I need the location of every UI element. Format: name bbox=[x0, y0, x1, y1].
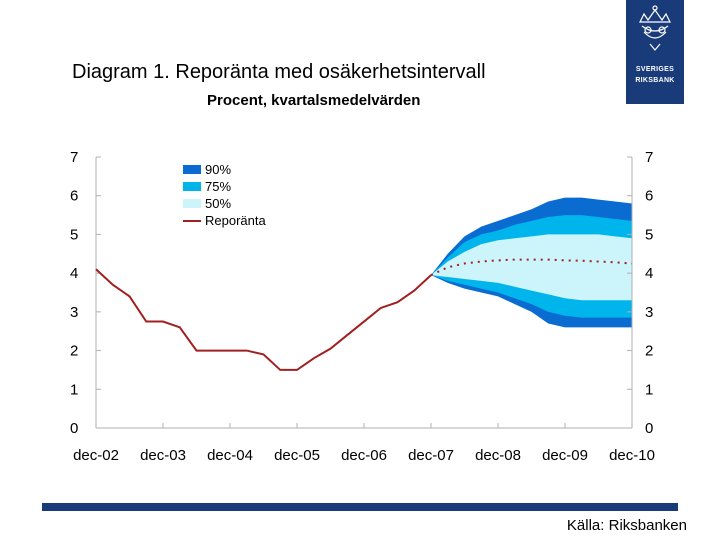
x-tick-label: dec-02 bbox=[73, 447, 119, 464]
y-tick-label-left: 4 bbox=[70, 265, 78, 282]
chart-subtitle: Procent, kvartalsmedelvärden bbox=[207, 92, 421, 109]
x-tick-label: dec-10 bbox=[609, 447, 655, 464]
y-tick-label-left: 3 bbox=[70, 304, 78, 321]
x-tick-label: dec-07 bbox=[408, 447, 454, 464]
y-tick-label-left: 7 bbox=[70, 149, 78, 166]
legend-swatch-75pct bbox=[183, 182, 201, 191]
y-tick-label-left: 5 bbox=[70, 226, 78, 243]
footer-bar bbox=[42, 503, 678, 511]
y-tick-label-right: 1 bbox=[645, 381, 653, 398]
y-tick-label-left: 1 bbox=[70, 381, 78, 398]
y-tick-label-left: 2 bbox=[70, 343, 78, 360]
legend-label: 75% bbox=[205, 179, 231, 194]
y-tick-label-right: 3 bbox=[645, 304, 653, 321]
x-tick-label: dec-09 bbox=[542, 447, 588, 464]
y-tick-label-left: 6 bbox=[70, 188, 78, 205]
chart-title: Diagram 1. Reporänta med osäkerhetsinter… bbox=[72, 61, 486, 83]
x-tick-label: dec-04 bbox=[207, 447, 253, 464]
x-tick-label: dec-05 bbox=[274, 447, 320, 464]
y-tick-label-right: 2 bbox=[645, 343, 653, 360]
logo-line-2: RIKSBANK bbox=[635, 77, 675, 84]
x-tick-label: dec-03 bbox=[140, 447, 186, 464]
crown-emblem-icon bbox=[639, 5, 671, 51]
y-tick-label-right: 6 bbox=[645, 188, 653, 205]
series-line-forecast bbox=[430, 258, 633, 276]
legend-label: 90% bbox=[205, 162, 231, 177]
y-tick-label-left: 0 bbox=[70, 420, 78, 437]
x-tick-label: dec-06 bbox=[341, 447, 387, 464]
source-note: Källa: Riksbanken bbox=[566, 517, 687, 534]
legend-label: 50% bbox=[205, 196, 231, 211]
x-tick-label: dec-08 bbox=[475, 447, 521, 464]
legend-swatch-50pct bbox=[183, 199, 201, 208]
legend-label: Reporänta bbox=[205, 213, 266, 228]
logo-line-1: SVERIGES bbox=[635, 66, 675, 73]
y-tick-label-right: 7 bbox=[645, 149, 653, 166]
y-tick-label-right: 0 bbox=[645, 420, 653, 437]
legend-swatch-90pct bbox=[183, 165, 201, 174]
band-50pct bbox=[431, 234, 632, 301]
series-line-reporanta bbox=[95, 268, 432, 371]
y-tick-label-right: 5 bbox=[645, 226, 653, 243]
riksbank-logo: SVERIGES RIKSBANK bbox=[626, 0, 684, 104]
y-tick-label-right: 4 bbox=[645, 265, 653, 282]
